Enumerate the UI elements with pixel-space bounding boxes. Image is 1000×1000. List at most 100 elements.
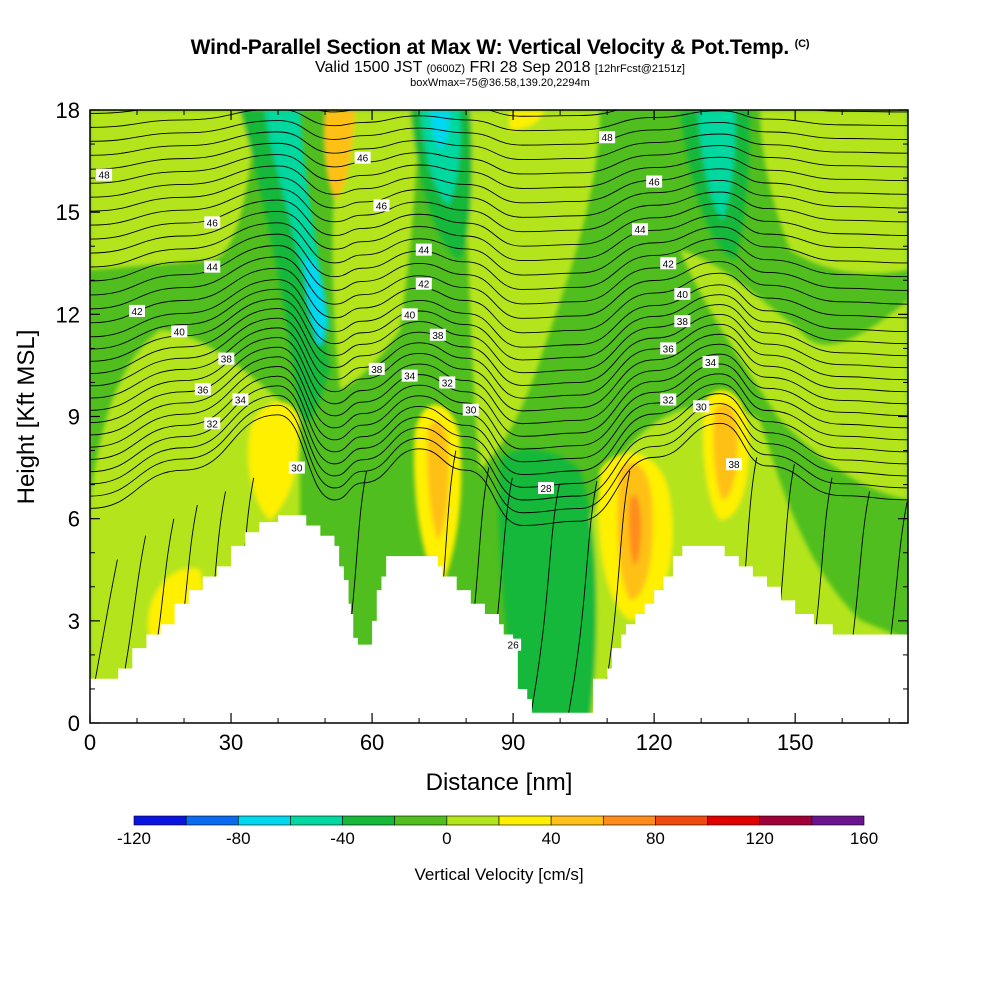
contour-label: 34 <box>404 372 416 383</box>
contour-label: 38 <box>728 460 740 471</box>
contour-label-box <box>462 403 479 416</box>
colorbar-swatch <box>133 815 187 826</box>
field-near-zero-right <box>680 250 908 500</box>
field-orange-peak <box>629 495 642 565</box>
contour-label: 34 <box>235 395 247 406</box>
isentrope-line <box>90 165 908 204</box>
contour-label: 36 <box>197 385 209 396</box>
colorbar-tick-label: -80 <box>226 829 251 848</box>
isentrope-line <box>90 131 908 161</box>
contour-label: 38 <box>677 317 689 328</box>
field-downdraft-core <box>537 598 550 660</box>
contour-label-box <box>288 461 305 474</box>
y-tick-label: 0 <box>68 711 80 736</box>
contour-label-box <box>204 216 221 229</box>
low-contour-line <box>528 484 560 723</box>
contour-labels: 48 46 44 42 40 38 36 34 32 30 46 46 44 42 40 38 38 34 32 30… <box>96 131 743 652</box>
contour-label: 44 <box>634 225 646 236</box>
contour-label: 46 <box>376 201 388 212</box>
chart-title: Wind-Parallel Section at Max W: Vertical… <box>190 36 810 59</box>
contour-label-box <box>505 638 522 651</box>
y-tick-label: 18 <box>56 98 80 123</box>
colorbar-swatch <box>342 815 396 826</box>
contour-label: 46 <box>357 154 369 165</box>
contour-label: 42 <box>663 259 675 270</box>
contour-label: 36 <box>663 344 675 355</box>
colorbar-swatch <box>394 815 448 826</box>
contour-label-box <box>599 131 616 144</box>
colorbar-swatch <box>655 815 708 826</box>
contour-label: 40 <box>677 290 689 301</box>
colorbar-tick-label: 80 <box>646 829 665 848</box>
contour-label-box <box>660 257 677 270</box>
field-downdraft-left <box>240 110 330 422</box>
contour-label-box <box>702 356 719 369</box>
isentrope-line <box>90 154 908 189</box>
field-near-zero-upper-right <box>760 110 908 274</box>
contour-label: 38 <box>221 355 233 366</box>
contour-label-box <box>373 199 390 212</box>
low-contour-line <box>566 481 598 723</box>
contour-label: 32 <box>663 395 675 406</box>
isentrope-line <box>90 210 908 262</box>
contour-label-box <box>660 342 677 355</box>
contour-label-box <box>232 393 249 406</box>
isentrope-line <box>90 176 908 218</box>
contour-label-box <box>674 287 691 300</box>
contour-label: 48 <box>602 133 614 144</box>
y-tick-label: 15 <box>56 200 80 225</box>
contour-label: 44 <box>207 263 219 274</box>
colorbar: -120 -80 -40 0 40 80 120 160 <box>117 815 878 848</box>
isentrope-line <box>90 199 908 247</box>
contour-label-box <box>415 277 432 290</box>
isentrope-line <box>90 395 908 501</box>
isentrope-line <box>90 142 908 175</box>
x-tick-label: 150 <box>777 730 814 755</box>
x-axis-label: Distance [nm] <box>426 769 573 796</box>
contour-label-box <box>726 458 743 471</box>
isentrope-line <box>90 385 908 488</box>
isentrope-line <box>90 71 908 88</box>
isentrope-line <box>90 57 908 74</box>
contour-label-box <box>401 308 418 321</box>
contour-label: 32 <box>442 378 454 389</box>
isentrope-line <box>90 366 908 463</box>
contour-label-box <box>96 168 113 181</box>
contour-label: 38 <box>432 331 444 342</box>
isentrope-line <box>90 317 908 399</box>
isentrope-line <box>90 188 908 233</box>
contour-label-box <box>674 315 691 328</box>
colorbar-swatch <box>237 815 291 826</box>
field-yellow-top <box>510 110 545 130</box>
isentrope-line <box>90 298 908 374</box>
contour-label: 30 <box>291 464 303 475</box>
contour-label-box <box>646 175 663 188</box>
contour-label-box <box>204 260 221 273</box>
field-near-zero-mid <box>460 110 600 470</box>
field-near-zero-rightmost <box>880 330 908 500</box>
y-tick-label: 9 <box>68 405 80 430</box>
contour-label: 42 <box>131 307 143 318</box>
isentrope-line <box>90 267 908 334</box>
contour-label: 40 <box>404 310 416 321</box>
field-near-zero-upper-left <box>90 110 255 270</box>
contour-label-box <box>129 304 146 317</box>
x-tick-label: 0 <box>84 730 96 755</box>
isentrope-line <box>90 120 908 146</box>
isentrope-line <box>90 279 908 348</box>
contour-label: 26 <box>508 641 520 652</box>
y-tick-label: 3 <box>68 609 80 634</box>
chart-subtitle: Valid 1500 JST (0600Z) FRI 28 Sep 2018 [… <box>315 59 685 76</box>
colorbar-tick-label: -40 <box>330 829 355 848</box>
colorbar-label: Vertical Velocity [cm/s] <box>414 865 583 884</box>
isentrope-line <box>90 327 908 412</box>
colorbar-swatch <box>498 815 552 826</box>
contour-label-box <box>171 325 188 338</box>
contour-label-box <box>194 383 211 396</box>
colorbar-tick-label: 120 <box>746 829 774 848</box>
colorbar-swatch <box>759 815 813 826</box>
colorbar-swatch <box>550 815 604 826</box>
colorbar-tick-label: 40 <box>542 829 561 848</box>
contour-label: 30 <box>465 406 477 417</box>
